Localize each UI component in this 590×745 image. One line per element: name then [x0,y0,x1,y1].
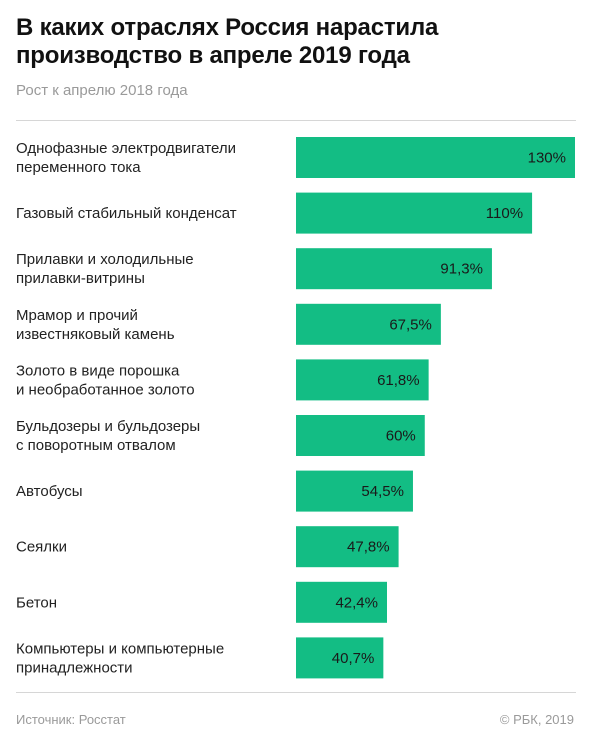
category-label-3-line-1: известняковый камень [16,326,175,343]
bar-6 [296,470,413,512]
bar-0 [296,137,575,178]
category-label-3-line-0: Мрамор и прочий [16,307,138,324]
copyright-note: © РБК, 2019 [499,712,574,727]
top-divider [16,120,576,121]
bar-value-label-0: 130% [528,150,566,167]
chart-title: В каких отраслях Россия нарастила произв… [16,14,439,69]
category-label-5-line-0: Бульдозеры и бульдозеры [16,418,200,435]
bar-1 [296,192,533,234]
category-label-6-line-0: Автобусы [16,483,83,500]
category-label-8-line-0: Бетон [16,594,57,611]
category-label-2-line-1: прилавки-витрины [16,270,145,287]
bar-value-label-3: 67,5% [389,316,432,333]
category-label-5-line-1: с поворотным отвалом [16,437,176,454]
bar-3 [296,303,441,345]
category-label-4-line-0: Золото в виде порошка [16,362,180,379]
chart-subtitle: Рост к апрелю 2018 года [16,82,188,99]
category-label-7-line-0: Сеялки [16,539,67,556]
category-label-9-line-0: Компьютеры и компьютерные [16,640,224,657]
category-label-9-line-1: принадлежности [16,659,133,676]
bar-5 [296,415,425,456]
bar-4 [296,359,429,401]
bar-value-label-6: 54,5% [361,483,404,500]
bar-value-label-7: 47,8% [347,539,390,556]
bar-7 [296,526,399,568]
bar-2 [296,248,492,290]
category-label-0-line-1: переменного тока [16,159,141,176]
source-note: Источник: Росстат [16,712,126,727]
bar-value-label-5: 60% [386,428,416,445]
bar-value-label-8: 42,4% [335,594,378,611]
category-label-1-line-0: Газовый стабильный конденсат [16,205,237,222]
category-label-4-line-1: и необработанное золото [16,381,195,398]
category-label-0-line-0: Однофазные электродвигатели [16,140,236,157]
bar-value-label-2: 91,3% [440,261,483,278]
category-label-2-line-0: Прилавки и холодильные [16,251,194,268]
bar-9 [296,637,384,679]
bar-8 [296,581,387,623]
bar-value-label-4: 61,8% [377,372,420,389]
bar-value-label-9: 40,7% [332,650,375,667]
bottom-divider [16,692,576,693]
bar-value-label-1: 110% [486,205,523,222]
